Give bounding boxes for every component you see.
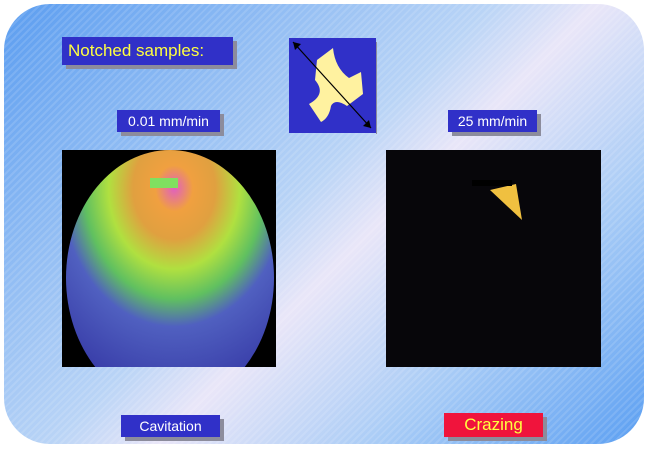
left-caption: Cavitation	[121, 415, 220, 437]
left-rate: 0.01 mm/min	[117, 110, 220, 132]
slide: Notched samples: 0.01 mm/min 25 mm/min	[0, 0, 650, 449]
title: Notched samples:	[62, 37, 233, 65]
right-rate: 25 mm/min	[448, 110, 537, 132]
right-caption: Crazing	[444, 413, 543, 437]
sample-icon	[289, 38, 377, 134]
crazing-image	[386, 150, 601, 367]
cavitation-image	[62, 150, 276, 367]
